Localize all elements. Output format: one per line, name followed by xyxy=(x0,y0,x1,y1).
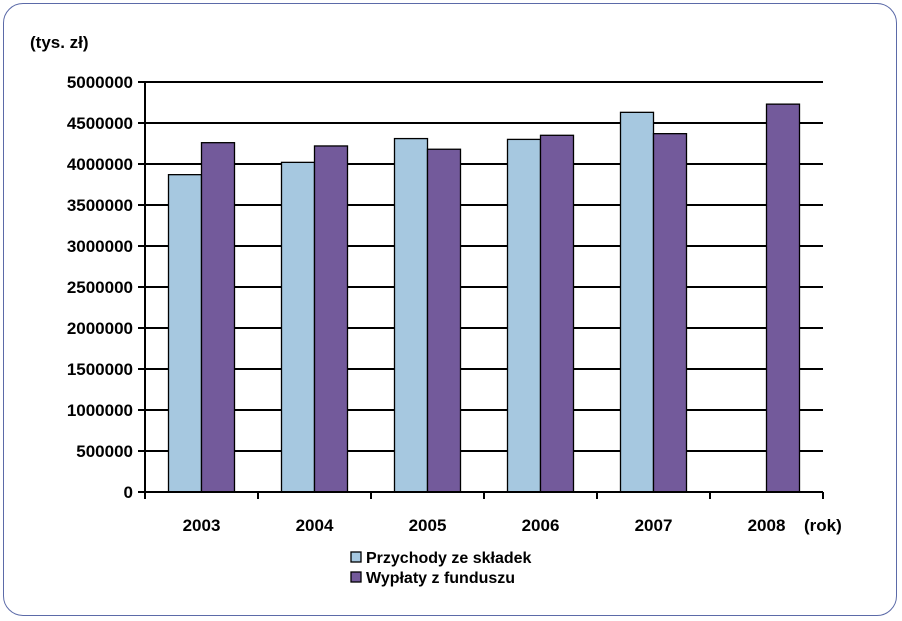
y-axis-label: (tys. zł) xyxy=(30,33,89,52)
x-tick-label: 2008 xyxy=(748,516,786,535)
y-tick-label: 3000000 xyxy=(67,237,133,256)
x-tick-label: 2004 xyxy=(296,516,334,535)
y-tick-label: 2500000 xyxy=(67,278,133,297)
legend-swatch xyxy=(350,571,362,583)
bar-przychody-2003 xyxy=(167,174,203,493)
bar-wyplaty-2003 xyxy=(200,142,236,493)
y-tick-label: 4000000 xyxy=(67,155,133,174)
bar-przychody-2004 xyxy=(280,161,316,493)
x-tick-label: 2005 xyxy=(409,516,447,535)
y-tick-label: 5000000 xyxy=(67,73,133,92)
y-tick-label: 3500000 xyxy=(67,196,133,215)
y-tick-labels: 0 500000 1000000 1500000 2000000 2500000 30000… xyxy=(67,73,133,502)
bar-przychody-2006 xyxy=(506,138,542,493)
bars xyxy=(167,103,801,493)
x-tick-label: 2007 xyxy=(635,516,673,535)
bar-wyplaty-2006 xyxy=(539,134,575,493)
x-axis-label: (rok) xyxy=(804,516,842,535)
bar-wyplaty-2008 xyxy=(765,103,801,493)
bar-przychody-2007 xyxy=(619,111,655,493)
x-tick-label: 2006 xyxy=(522,516,560,535)
bar-wyplaty-2005 xyxy=(426,148,462,493)
x-tick-labels: 2003 2004 2005 2006 2007 2008 xyxy=(183,516,786,535)
bar-przychody-2005 xyxy=(393,137,429,493)
legend: Przychody ze składek Wypłaty z funduszu xyxy=(350,550,532,587)
y-tick-label: 1000000 xyxy=(67,401,133,420)
legend-swatch xyxy=(350,551,362,563)
y-tick-label: 2000000 xyxy=(67,319,133,338)
y-tick-label: 4500000 xyxy=(67,114,133,133)
bar-wyplaty-2004 xyxy=(313,145,349,493)
legend-label: Przychody ze składek xyxy=(366,550,532,567)
bar-wyplaty-2007 xyxy=(652,133,688,493)
y-tick-label: 0 xyxy=(124,483,133,502)
y-tick-label: 500000 xyxy=(76,442,133,461)
legend-label: Wypłaty z funduszu xyxy=(366,570,515,587)
y-tick-label: 1500000 xyxy=(67,360,133,379)
gridlines xyxy=(145,81,823,452)
x-tick-label: 2003 xyxy=(183,516,221,535)
axes xyxy=(138,81,824,499)
